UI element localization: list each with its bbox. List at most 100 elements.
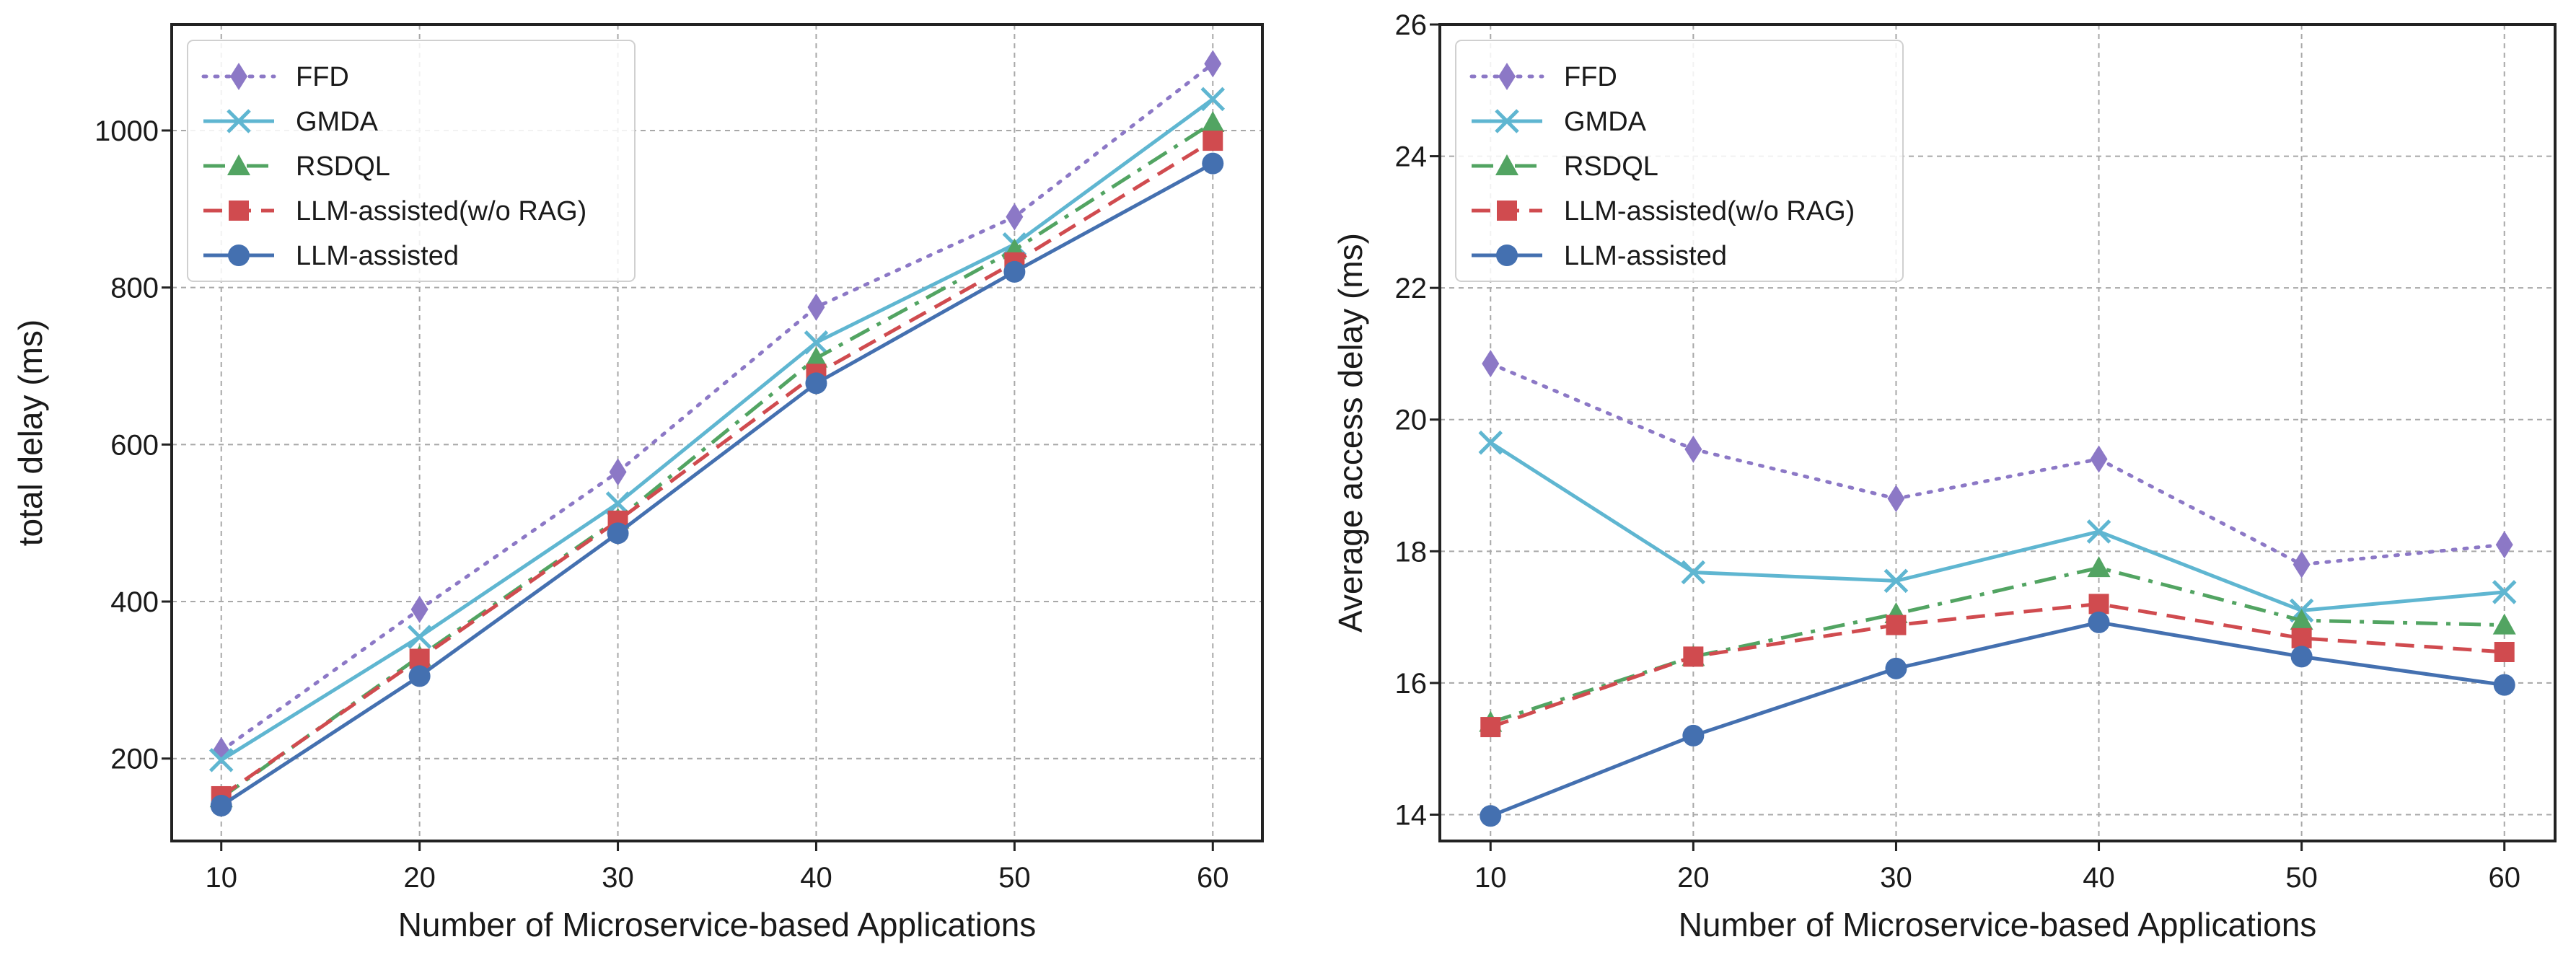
data-point-llm-assisted — [1885, 657, 1907, 679]
data-point-rsdql — [1201, 111, 1225, 133]
data-point-gmda — [1681, 560, 1706, 585]
series-ffd — [212, 50, 1222, 765]
y-tick-label: 22 — [1395, 273, 1428, 304]
data-point-llm-assisted-w-o-rag — [1683, 646, 1704, 667]
data-point-llm-assisted-w-o-rag — [1480, 717, 1501, 738]
data-point-gmda — [208, 748, 234, 772]
y-tick-label: 800 — [110, 273, 159, 304]
data-point-llm-assisted — [2088, 611, 2110, 633]
data-point-llm-assisted-w-o-rag — [1886, 615, 1907, 635]
x-tick-label: 20 — [403, 862, 436, 894]
legend-label: LLM-assisted(w/o RAG) — [1564, 196, 1855, 226]
legend-marker — [1497, 201, 1517, 221]
data-point-llm-assisted — [2290, 646, 2313, 668]
plot-frame — [170, 23, 1264, 842]
series-line-ffd — [219, 61, 1215, 753]
series-line-llm-assisted — [1490, 620, 2505, 818]
x-tick-label: 50 — [2285, 862, 2318, 894]
legend-marker — [230, 63, 247, 90]
data-point-ffd — [2090, 445, 2108, 473]
series-line-llm-assisted-w-o-rag — [220, 138, 1214, 798]
legend-label: FFD — [296, 62, 349, 92]
x-tick-label: 40 — [2083, 862, 2115, 894]
y-tick-label: 600 — [110, 429, 159, 461]
x-axis-label: Number of Microservice-based Application… — [398, 906, 1037, 943]
y-tick-label: 16 — [1395, 668, 1428, 700]
x-tick-label: 10 — [1474, 862, 1507, 894]
legend-label: GMDA — [296, 107, 379, 137]
series-llm-assisted-w-o-rag — [211, 131, 1223, 806]
y-tick-label: 1000 — [94, 115, 159, 147]
legend-label: RSDQL — [1564, 151, 1658, 182]
legend-entry-llm-assisted-w-o-rag: LLM-assisted(w/o RAG) — [1472, 196, 1855, 226]
legend-entry-ffd: FFD — [1469, 62, 1617, 92]
legend-label: FFD — [1564, 62, 1617, 92]
legend: FFD GMDA RSDQL LLM-assisted(w/o RAG) LLM-ass… — [187, 40, 636, 282]
series-line-gmda — [1489, 441, 2505, 613]
data-point-llm-assisted — [1480, 805, 1502, 827]
legend-entry-gmda: GMDA — [203, 107, 379, 137]
data-point-llm-assisted-w-o-rag — [1203, 131, 1223, 151]
legend-label: LLM-assisted — [296, 241, 459, 271]
data-point-ffd — [609, 458, 627, 486]
data-point-rsdql — [2290, 609, 2313, 630]
data-point-rsdql — [2492, 613, 2516, 635]
legend-entry-llm-assisted: LLM-assisted — [203, 241, 459, 271]
x-tick-label: 30 — [1880, 862, 1912, 894]
legend-label: RSDQL — [296, 151, 390, 182]
series-line-gmda — [220, 97, 1214, 762]
data-point-llm-assisted — [210, 795, 232, 817]
legend-entry-ffd: FFD — [201, 62, 349, 92]
data-point-ffd — [1684, 435, 1702, 463]
data-point-llm-assisted-w-o-rag — [2494, 641, 2515, 662]
data-point-ffd — [807, 293, 825, 321]
data-point-gmda — [804, 330, 829, 355]
legend-label: LLM-assisted — [1564, 241, 1727, 271]
data-point-ffd — [2495, 531, 2513, 559]
data-point-gmda — [1478, 430, 1503, 455]
x-tick-label: 50 — [998, 862, 1031, 894]
x-tick-label: 30 — [602, 862, 634, 894]
plot-frame — [1438, 23, 2557, 842]
data-point-ffd — [1887, 485, 1905, 513]
data-point-ffd — [1006, 203, 1024, 231]
legend-box — [187, 40, 636, 282]
x-axis-label: Number of Microservice-based Application… — [1679, 906, 2317, 943]
legend-marker — [227, 109, 251, 133]
data-point-llm-assisted-w-o-rag — [2088, 594, 2109, 615]
y-tick-label: 26 — [1395, 9, 1428, 41]
average-access-delay-chart: 10 20 30 40 50 60 14 16 18 20 22 24 26 Number of Micr… — [1332, 9, 2557, 943]
y-tick-label: 400 — [110, 586, 159, 618]
legend-box — [1455, 40, 1904, 282]
legend-marker — [1495, 154, 1518, 175]
legend-marker — [1495, 109, 1519, 133]
data-point-llm-assisted — [607, 522, 629, 545]
series-line-llm-assisted — [220, 162, 1214, 808]
series-llm-assisted — [210, 152, 1224, 817]
legend-marker — [227, 154, 250, 175]
data-point-llm-assisted — [408, 665, 431, 687]
series-gmda — [208, 87, 1226, 772]
legend-entry-rsdql: RSDQL — [1472, 151, 1658, 182]
data-point-gmda — [1200, 87, 1226, 112]
x-tick-label: 60 — [1197, 862, 1229, 894]
x-tick-label: 40 — [800, 862, 832, 894]
legend-entry-llm-assisted-w-o-rag: LLM-assisted(w/o RAG) — [203, 196, 586, 226]
legend-marker — [228, 245, 250, 266]
data-point-llm-assisted — [1682, 724, 1705, 747]
data-point-llm-assisted — [1003, 260, 1026, 283]
x-tick-label: 60 — [2488, 862, 2520, 894]
series-line-llm-assisted-w-o-rag — [1490, 602, 2505, 729]
y-tick-label: 14 — [1395, 799, 1428, 831]
legend-entry-llm-assisted: LLM-assisted — [1472, 241, 1727, 271]
x-tick-label: 10 — [205, 862, 237, 894]
legend-entry-gmda: GMDA — [1472, 107, 1647, 137]
series-line-ffd — [1488, 361, 2507, 567]
y-axis-label: total delay (ms) — [12, 320, 49, 546]
series-line-rsdql — [220, 120, 1214, 800]
y-tick-label: 24 — [1395, 141, 1428, 173]
data-point-rsdql — [804, 346, 828, 368]
data-point-llm-assisted — [2493, 674, 2515, 696]
legend-marker — [1498, 63, 1516, 90]
